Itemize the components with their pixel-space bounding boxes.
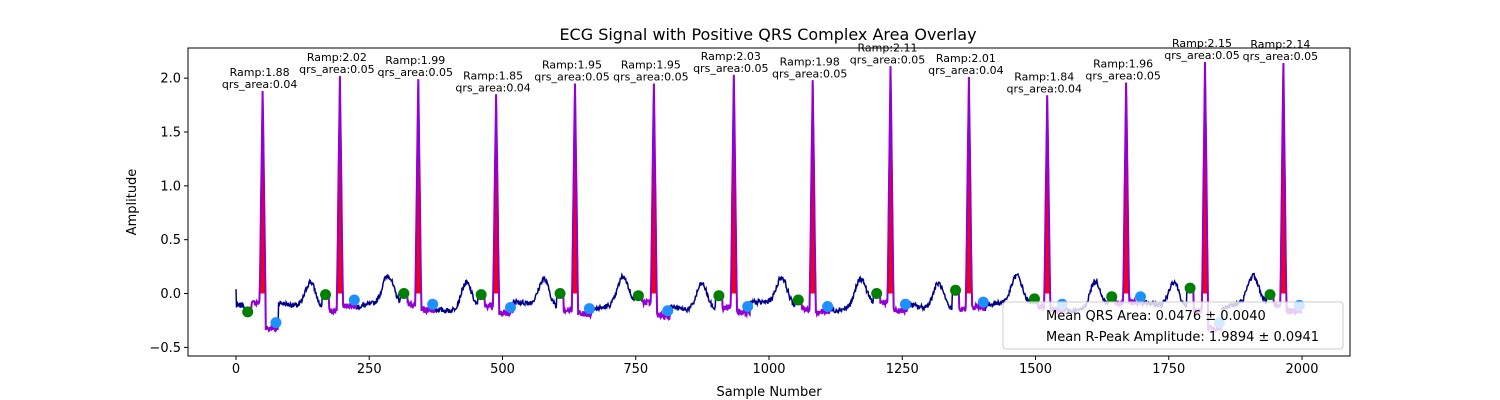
ecg-signal <box>235 61 1303 333</box>
peak-annotations: Ramp:1.88qrs_area:0.04Ramp:2.02qrs_area:… <box>222 37 1318 95</box>
x-tick-label: 750 <box>623 362 648 377</box>
ramp-label: Ramp:1.95 <box>621 59 681 72</box>
q-point-marker <box>871 288 883 300</box>
ramp-label: Ramp:1.95 <box>542 59 602 72</box>
qrs-area-label: qrs_area:0.05 <box>299 63 374 76</box>
ramp-label: Ramp:1.98 <box>780 55 840 68</box>
y-axis-ticks: −0.5 0.0 0.5 1.0 1.5 2.0 <box>149 72 188 356</box>
x-axis-ticks: 0 250 500 750 1000 1250 1500 1750 2000 <box>232 356 1319 377</box>
qrs-area-fills <box>260 62 1286 294</box>
q-point-marker <box>475 289 487 301</box>
qrs-area-label: qrs_area:0.04 <box>455 81 530 94</box>
s-point-marker <box>504 302 516 314</box>
ramp-label: Ramp:1.84 <box>1014 70 1074 83</box>
qrs-segment-line <box>559 83 593 321</box>
s-point-marker <box>1135 291 1147 303</box>
qrs-area-label: qrs_area:0.05 <box>534 71 609 84</box>
x-tick-label: 0 <box>232 362 240 377</box>
y-tick-label: 1.5 <box>160 126 181 141</box>
x-tick-label: 1750 <box>1152 362 1185 377</box>
ecg-signal-line <box>235 61 1303 333</box>
ramp-label: Ramp:2.03 <box>701 50 761 63</box>
x-axis-label: Sample Number <box>716 385 822 400</box>
qrs-segment-line <box>1269 63 1303 316</box>
q-point-marker <box>792 294 804 306</box>
x-tick-label: 1000 <box>752 362 785 377</box>
y-tick-label: 2.0 <box>160 72 181 87</box>
y-tick-label: −0.5 <box>149 341 181 356</box>
x-tick-label: 2000 <box>1285 362 1318 377</box>
q-point-marker <box>1106 291 1118 303</box>
s-point-marker <box>899 298 911 310</box>
qrs-area-label: qrs_area:0.05 <box>850 53 925 66</box>
q-point-marker <box>950 284 962 296</box>
qrs-segment-line <box>954 77 986 313</box>
qrs-segment-line <box>480 94 514 318</box>
legend-entry-r-amplitude: Mean R-Peak Amplitude: 1.9894 ± 0.0941 <box>1046 330 1319 345</box>
y-tick-label: 0.5 <box>160 233 181 248</box>
x-tick-label: 500 <box>490 362 515 377</box>
y-tick-label: 1.0 <box>160 179 181 194</box>
ramp-label: Ramp:2.02 <box>307 51 367 64</box>
q-point-marker <box>632 290 644 302</box>
s-point-marker <box>977 296 989 308</box>
q-point-marker <box>713 290 725 302</box>
s-point-marker <box>270 317 282 329</box>
q-point-marker <box>554 288 566 300</box>
s-point-marker <box>742 300 754 312</box>
q-point-marker <box>1184 282 1196 294</box>
x-tick-label: 1250 <box>886 362 919 377</box>
ramp-label: Ramp:2.15 <box>1172 37 1232 50</box>
qrs-area-label: qrs_area:0.04 <box>928 64 1003 77</box>
ramp-label: Ramp:1.88 <box>230 66 290 79</box>
qrs-segment-line <box>324 75 358 316</box>
ramp-label: Ramp:1.96 <box>1093 57 1153 70</box>
qrs-area-label: qrs_area:0.05 <box>693 62 768 75</box>
legend-entry-qrs-area: Mean QRS Area: 0.0476 ± 0.0040 <box>1046 309 1266 324</box>
qrs-area-label: qrs_area:0.04 <box>1007 82 1082 95</box>
q-point-marker <box>242 306 254 318</box>
s-point-marker <box>822 300 834 312</box>
x-tick-label: 250 <box>357 362 382 377</box>
qrs-segment-line <box>246 91 280 333</box>
chart-title: ECG Signal with Positive QRS Complex Are… <box>559 25 976 44</box>
qrs-segment-line <box>637 83 671 321</box>
legend-box <box>1002 301 1344 350</box>
qrs-area-label: qrs_area:0.05 <box>1085 69 1160 82</box>
qrs-area-label: qrs_area:0.04 <box>222 78 297 91</box>
s-point-marker <box>348 294 360 306</box>
qrs-area-label: qrs_area:0.05 <box>1164 49 1239 62</box>
y-axis-label: Amplitude <box>125 169 140 236</box>
qs-points <box>242 282 1305 329</box>
ramp-label: Ramp:2.01 <box>936 52 996 65</box>
q-point-marker <box>398 288 410 300</box>
s-point-marker <box>583 303 595 315</box>
y-tick-label: 0.0 <box>160 287 181 302</box>
ramp-label: Ramp:1.99 <box>385 54 445 67</box>
q-point-marker <box>1264 289 1276 301</box>
qrs-area-label: qrs_area:0.05 <box>378 66 453 79</box>
qrs-segment-line <box>1033 95 1066 316</box>
legend: Mean QRS Area: 0.0476 ± 0.0040 Mean R-Pe… <box>1002 301 1344 350</box>
qrs-area-label: qrs_area:0.05 <box>613 71 688 84</box>
qrs-area-label: qrs_area:0.05 <box>772 67 847 80</box>
qrs-area-label: qrs_area:0.05 <box>1243 50 1318 63</box>
s-point-marker <box>427 298 439 310</box>
x-tick-label: 1500 <box>1019 362 1052 377</box>
q-point-marker <box>320 289 332 301</box>
ramp-label: Ramp:1.85 <box>463 69 523 82</box>
s-point-marker <box>662 305 674 317</box>
